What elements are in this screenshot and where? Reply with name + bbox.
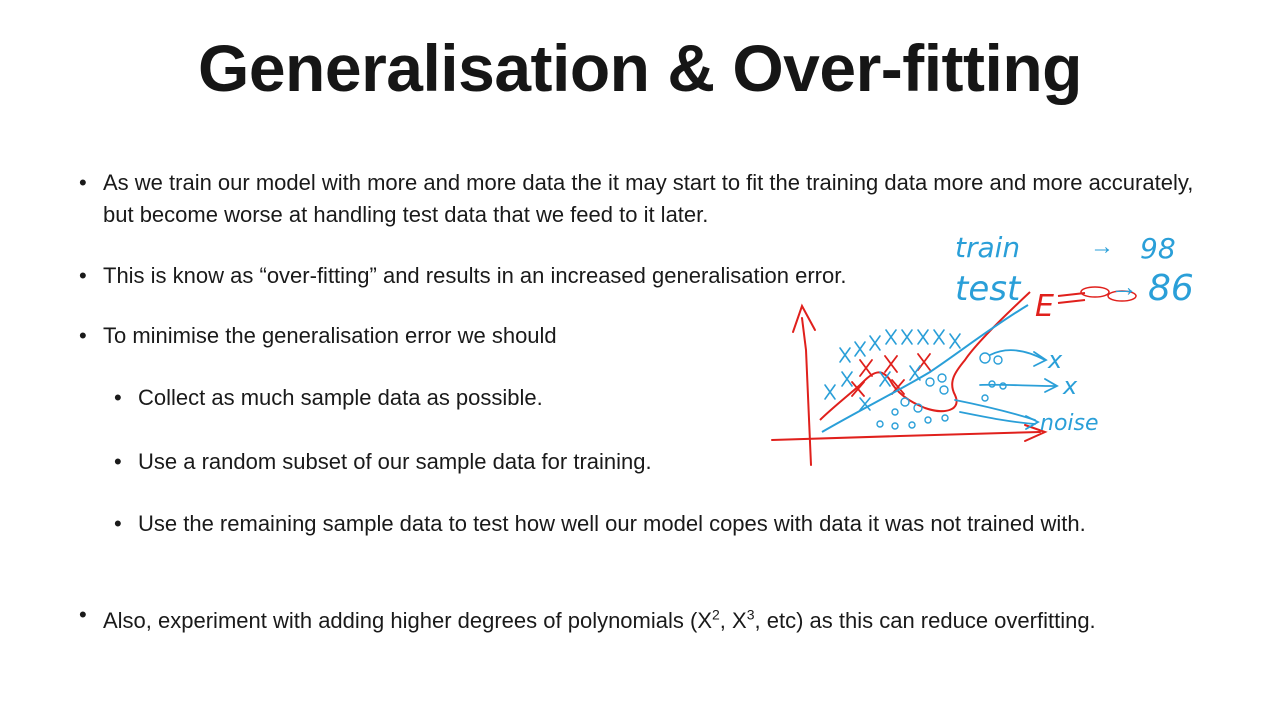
bullet-dot: • [79, 263, 87, 288]
sub-bullet-collect-data: • Collect as much sample data as possibl… [114, 382, 1198, 414]
bullet-minimise-error: • To minimise the generalisation error w… [79, 320, 1203, 352]
bullet-text: Also, experiment with adding higher degr… [103, 607, 1096, 634]
sub-bullet-random-subset: • Use a random subset of our sample data… [114, 446, 1198, 478]
bullet-text: This is know as “over-fitting” and resul… [103, 263, 847, 288]
noise-label: noise [1040, 411, 1099, 436]
train-arrow: → [1090, 233, 1114, 260]
bullet-dot: • [114, 511, 122, 536]
bullet-dot: • [114, 449, 122, 474]
bullet-text: Collect as much sample data as possible. [138, 385, 543, 410]
bullet-text: Use the remaining sample data to test ho… [138, 511, 1086, 536]
bullet-overfit-definition: • This is know as “over-fitting” and res… [79, 260, 1203, 292]
superscript-2: 2 [712, 607, 720, 623]
slide-title: Generalisation & Over-fitting [198, 31, 1082, 105]
superscript-3: 3 [746, 607, 755, 623]
bullet-text: As we train our model with more and more… [103, 170, 1194, 227]
bullet-dot: • [79, 323, 87, 348]
bullet-overfit-intro: • As we train our model with more and mo… [79, 167, 1203, 231]
bullet-text: To minimise the generalisation error we … [103, 323, 557, 348]
bullet-dot: • [79, 170, 87, 195]
sub-bullet-test-remaining: • Use the remaining sample data to test … [114, 508, 1198, 540]
bullet-polynomials: • Also, experiment with adding higher de… [79, 599, 1203, 637]
bullet-text: Use a random subset of our sample data f… [138, 449, 652, 474]
e-label: E [1035, 289, 1054, 324]
bullet-dot: • [79, 602, 87, 627]
bullet-dot: • [114, 385, 122, 410]
